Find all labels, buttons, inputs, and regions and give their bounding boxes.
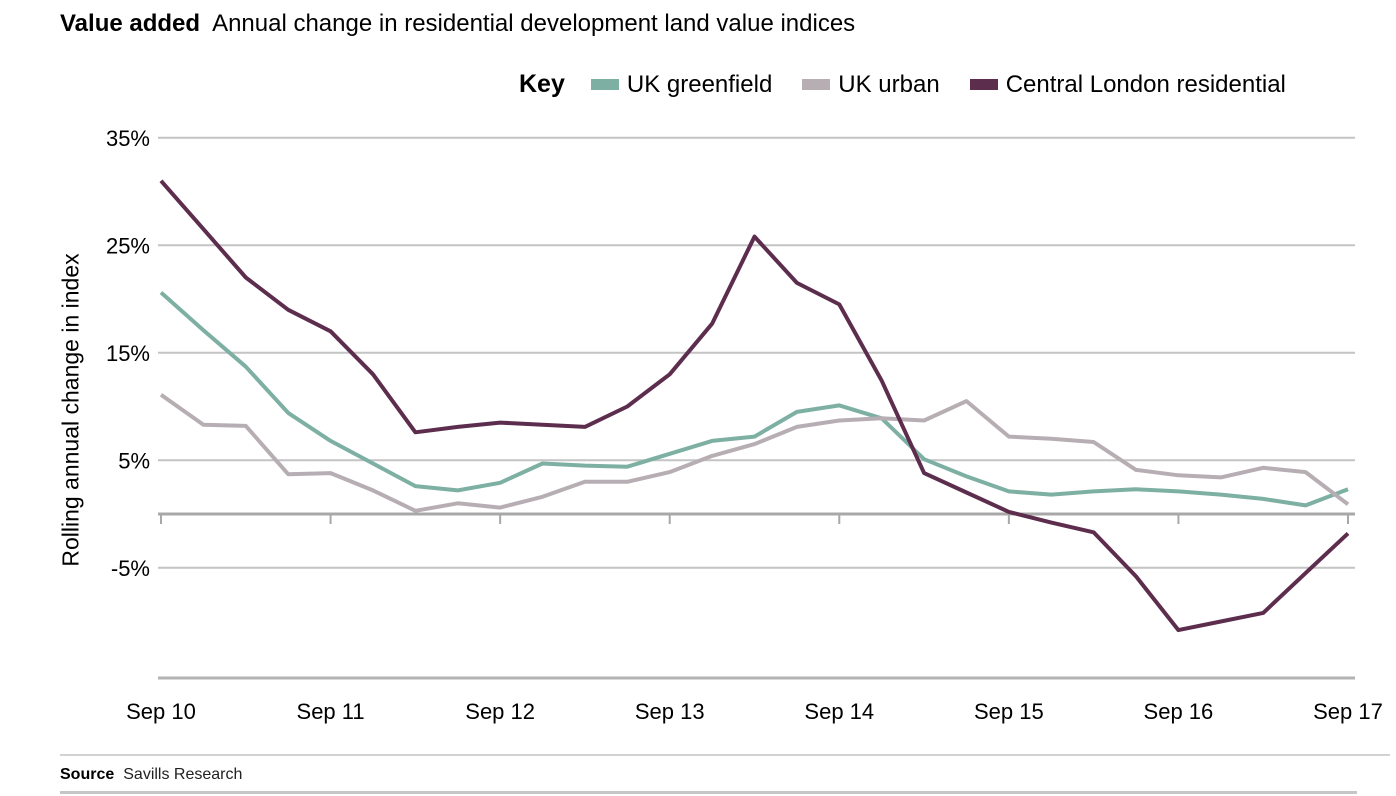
legend-swatch-icon bbox=[969, 79, 998, 90]
legend-item-uk-greenfield: UK greenfield bbox=[590, 70, 773, 99]
x-tick-label: Sep 15 bbox=[974, 699, 1044, 724]
x-tick-label: Sep 13 bbox=[635, 699, 705, 724]
page-title-subtitle: Annual change in residential development… bbox=[212, 10, 856, 37]
x-tick-label: Sep 14 bbox=[804, 699, 874, 724]
y-tick-label: 25% bbox=[106, 233, 150, 258]
bottom-border-rule bbox=[60, 791, 1357, 794]
legend-swatch-icon bbox=[802, 79, 831, 90]
legend-swatch-icon bbox=[590, 79, 619, 90]
legend-item-label: UK urban bbox=[838, 70, 940, 98]
source-label: Source bbox=[60, 766, 115, 783]
y-tick-label: 15% bbox=[106, 341, 150, 366]
x-tick-label: Sep 17 bbox=[1313, 699, 1383, 724]
x-tick-label: Sep 10 bbox=[126, 699, 196, 724]
x-tick-label: Sep 16 bbox=[1144, 699, 1214, 724]
legend-key-label: Key bbox=[519, 70, 565, 98]
x-tick-label: Sep 11 bbox=[297, 699, 365, 724]
series-line-uk-urban bbox=[159, 393, 1350, 513]
y-tick-label: -5% bbox=[111, 556, 150, 581]
legend-item-label: Central London residential bbox=[1005, 70, 1286, 98]
y-tick-label: 35% bbox=[106, 126, 150, 151]
source-line: Source Savills Research bbox=[60, 766, 242, 784]
y-tick-label: 5% bbox=[118, 448, 150, 473]
source-text: Savills Research bbox=[123, 766, 243, 783]
legend-item-central-london-residential: Central London residential bbox=[969, 70, 1286, 99]
page-title: Value added Annual change in residential … bbox=[60, 9, 855, 39]
page-title-bold: Value added bbox=[60, 10, 201, 37]
x-tick-label: Sep 12 bbox=[465, 699, 535, 724]
legend-item-label: UK greenfield bbox=[626, 70, 773, 98]
series-line-central-london-residential bbox=[159, 179, 1350, 633]
footer-divider bbox=[60, 754, 1390, 756]
chart-legend: Key UK greenfield UK urban Central London … bbox=[519, 70, 1286, 99]
legend-item-uk-urban: UK urban bbox=[802, 70, 940, 99]
legend-items: UK greenfield UK urban Central London resi… bbox=[590, 70, 1286, 99]
series-line-uk-greenfield bbox=[159, 291, 1349, 508]
